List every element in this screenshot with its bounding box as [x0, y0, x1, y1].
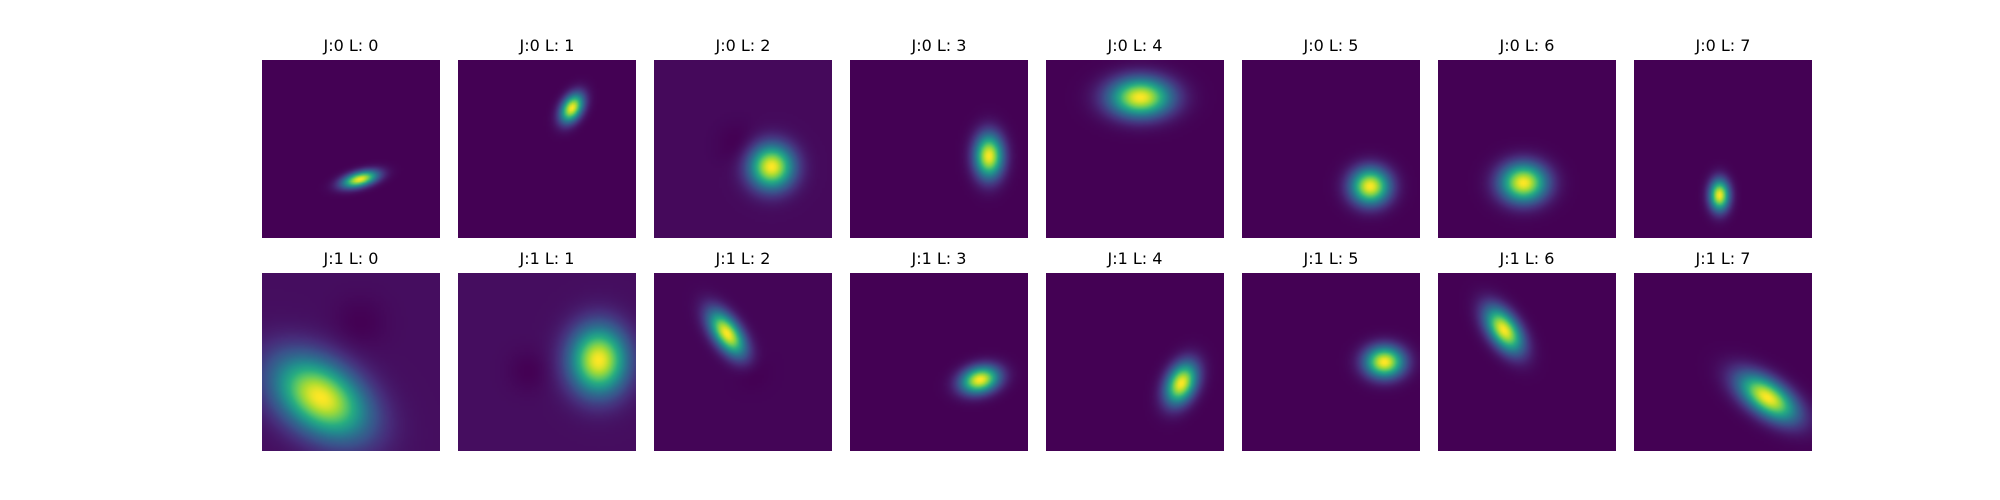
heatmap-image — [1046, 273, 1224, 451]
panel-title: J:0 L: 1 — [519, 36, 575, 55]
panel-title: J:0 L: 0 — [323, 36, 379, 55]
heatmap-image — [1242, 273, 1420, 451]
heatmap-panel: J:0 L: 0 — [262, 36, 440, 238]
heatmap-panel: J:0 L: 4 — [1046, 36, 1224, 238]
panel-title: J:0 L: 3 — [911, 36, 967, 55]
heatmap-panel: J:0 L: 2 — [654, 36, 832, 238]
heatmap-panel: J:0 L: 5 — [1242, 36, 1420, 238]
heatmap-panel: J:1 L: 4 — [1046, 249, 1224, 451]
heatmap-image — [1438, 273, 1616, 451]
heatmap-panel: J:0 L: 3 — [850, 36, 1028, 238]
panel-title: J:1 L: 1 — [519, 249, 575, 268]
heatmap-panel: J:0 L: 7 — [1634, 36, 1812, 238]
heatmap-panel: J:1 L: 3 — [850, 249, 1028, 451]
heatmap-image — [1438, 60, 1616, 238]
heatmap-panel: J:1 L: 5 — [1242, 249, 1420, 451]
heatmap-image — [1242, 60, 1420, 238]
panels-layer: J:0 L: 0 J:0 L: 1 J:0 L: 2 J:0 L: 3 J:0 L: 4… — [262, 36, 1812, 451]
panel-title: J:1 L: 0 — [323, 249, 379, 268]
heatmap-image — [458, 60, 636, 238]
panel-title: J:1 L: 5 — [1303, 249, 1359, 268]
heatmap-image — [262, 273, 440, 451]
heatmap-panel: J:1 L: 0 — [262, 249, 440, 451]
heatmap-panel: J:0 L: 6 — [1438, 36, 1616, 238]
heatmap-image — [850, 273, 1028, 451]
heatmap-panel: J:1 L: 6 — [1438, 249, 1616, 451]
heatmap-panel: J:1 L: 2 — [654, 249, 832, 451]
heatmap-image — [1046, 60, 1224, 238]
heatmap-image — [654, 273, 832, 451]
panel-title: J:1 L: 4 — [1107, 249, 1163, 268]
panel-title: J:1 L: 3 — [911, 249, 967, 268]
heatmap-image — [850, 60, 1028, 238]
heatmap-image — [654, 60, 832, 238]
heatmap-image — [1634, 60, 1812, 238]
panel-title: J:0 L: 6 — [1499, 36, 1555, 55]
heatmap-image — [262, 60, 440, 238]
panel-title: J:1 L: 2 — [715, 249, 771, 268]
heatmap-panel: J:0 L: 1 — [458, 36, 636, 238]
panel-title: J:1 L: 7 — [1695, 249, 1751, 268]
panel-title: J:0 L: 2 — [715, 36, 771, 55]
heatmap-image — [1634, 273, 1812, 451]
panel-title: J:0 L: 5 — [1303, 36, 1359, 55]
heatmap-image — [458, 273, 636, 451]
panel-title: J:0 L: 7 — [1695, 36, 1751, 55]
panel-title: J:1 L: 6 — [1499, 249, 1555, 268]
heatmap-panel: J:1 L: 1 — [458, 249, 636, 451]
panel-title: J:0 L: 4 — [1107, 36, 1163, 55]
heatmap-panel: J:1 L: 7 — [1634, 249, 1812, 451]
